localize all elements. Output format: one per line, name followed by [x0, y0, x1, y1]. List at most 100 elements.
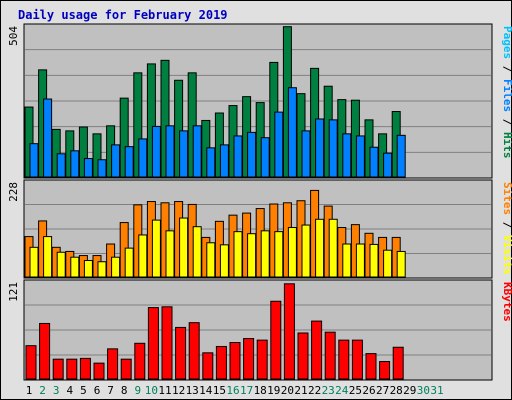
axis-label-part: Sites: [501, 182, 512, 215]
x-axis: 1 2 3 4 5 6 7 8 9 10 11 12 13 14 15 16 17 18 19 20 21 22 23 24 2…: [26, 384, 444, 397]
axis-label-part: Pages: [501, 26, 512, 59]
bar-kbytes-day-10: [147, 307, 159, 380]
axis-label-visits-sites: Sites / Visits: [501, 182, 512, 275]
bar-kbytes-day-13: [188, 322, 200, 380]
panel-visits-sites: 228 Sites / Visits: [7, 179, 512, 279]
bar-hits-day-3: [51, 128, 61, 178]
axis-label-part: Visits: [501, 235, 512, 275]
x-tick-label-11: 11: [158, 384, 171, 397]
bar-sites-day-7: [111, 256, 121, 278]
axis-label-part: /: [501, 59, 512, 79]
x-tick-label-18: 18: [254, 384, 267, 397]
x-tick-label-21: 21: [294, 384, 307, 397]
bar-files-day-28: [396, 134, 406, 178]
bar-kbytes-day-23: [324, 331, 336, 380]
bar-hits-day-10: [146, 63, 156, 178]
bar-kbytes-day-24: [338, 339, 350, 380]
bar-sites-day-5: [83, 260, 93, 278]
bar-sites-day-14: [206, 242, 216, 278]
x-tick-label-9: 9: [134, 384, 141, 397]
bar-sites-day-9: [138, 234, 148, 278]
bar-hits-day-6: [92, 133, 102, 178]
bar-files-day-15: [219, 144, 229, 178]
bar-files-day-14: [206, 147, 216, 178]
x-tick-label-30: 30: [417, 384, 430, 397]
x-tick-label-19: 19: [267, 384, 280, 397]
bar-files-day-1: [29, 143, 39, 178]
bar-kbytes-day-1: [25, 345, 37, 380]
bar-kbytes-day-5: [79, 357, 91, 380]
bar-sites-day-24: [342, 243, 352, 278]
bar-kbytes-day-16: [229, 342, 241, 380]
bar-files-day-16: [233, 135, 243, 178]
bar-kbytes-day-7: [107, 348, 119, 380]
bar-sites-day-13: [192, 226, 202, 278]
bar-hits-day-1: [24, 106, 34, 178]
x-tick-label-23: 23: [322, 384, 335, 397]
bar-hits-day-13: [187, 72, 197, 178]
bar-kbytes-day-4: [66, 358, 78, 380]
panel-pages-files-hits: 504 Pages / Files / Hits: [7, 23, 512, 179]
x-tick-label-28: 28: [390, 384, 403, 397]
bar-files-day-17: [247, 131, 257, 178]
bar-files-day-3: [56, 153, 66, 178]
x-tick-label-6: 6: [94, 384, 101, 397]
bar-files-day-10: [151, 125, 161, 178]
bar-kbytes-day-3: [52, 358, 64, 380]
bar-kbytes-day-12: [175, 326, 187, 380]
x-tick-label-8: 8: [121, 384, 128, 397]
axis-label-pages-files-hits: Pages / Files / Hits: [501, 26, 512, 159]
bar-sites-day-25: [355, 243, 365, 278]
bar-files-day-25: [355, 135, 365, 178]
bar-kbytes-day-27: [379, 361, 391, 380]
bar-kbytes-day-6: [93, 362, 105, 380]
bar-hits-day-12: [174, 79, 184, 178]
panel-kbytes: 121 KBytes: [7, 279, 512, 381]
bar-sites-day-20: [287, 227, 297, 278]
bar-files-day-6: [97, 159, 107, 178]
bar-kbytes-day-15: [215, 345, 227, 380]
x-tick-label-25: 25: [349, 384, 362, 397]
bar-files-day-4: [70, 150, 80, 178]
x-tick-label-14: 14: [199, 384, 213, 397]
x-tick-label-13: 13: [186, 384, 199, 397]
bar-files-day-23: [328, 119, 338, 178]
bar-files-day-22: [315, 118, 325, 178]
axis-label-part: Hits: [501, 132, 512, 159]
bar-sites-day-2: [43, 236, 53, 278]
bar-kbytes-day-14: [202, 352, 214, 380]
bar-hits-day-5: [78, 126, 88, 178]
x-tick-label-7: 7: [107, 384, 114, 397]
bar-sites-day-11: [165, 230, 175, 278]
bar-kbytes-day-11: [161, 306, 173, 380]
axis-label-part: /: [501, 112, 512, 132]
bar-sites-day-10: [151, 219, 161, 278]
chart-title: Daily usage for February 2019: [18, 8, 228, 22]
bar-kbytes-day-25: [351, 339, 363, 380]
bar-sites-day-1: [29, 246, 39, 278]
bar-kbytes-day-19: [270, 300, 282, 380]
bar-files-day-9: [138, 138, 148, 178]
x-tick-label-26: 26: [362, 384, 375, 397]
bar-kbytes-day-21: [297, 332, 309, 380]
bar-sites-day-8: [124, 247, 134, 278]
bar-kbytes-day-2: [39, 322, 51, 380]
x-tick-label-15: 15: [213, 384, 226, 397]
x-tick-label-22: 22: [308, 384, 321, 397]
bar-kbytes-day-28: [392, 346, 404, 380]
x-tick-label-27: 27: [376, 384, 389, 397]
bar-kbytes-day-18: [256, 339, 268, 380]
bar-sites-day-21: [301, 224, 311, 278]
x-tick-label-5: 5: [80, 384, 87, 397]
bar-sites-day-16: [233, 231, 243, 278]
bar-kbytes-day-22: [311, 320, 323, 380]
bar-sites-day-18: [260, 230, 270, 278]
bar-sites-day-12: [179, 217, 189, 278]
bar-hits-day-8: [119, 97, 129, 178]
bar-files-day-7: [111, 144, 121, 178]
bar-files-day-11: [165, 125, 175, 178]
bar-sites-day-19: [274, 231, 284, 278]
x-tick-label-20: 20: [281, 384, 294, 397]
bar-kbytes-day-20: [283, 283, 295, 380]
